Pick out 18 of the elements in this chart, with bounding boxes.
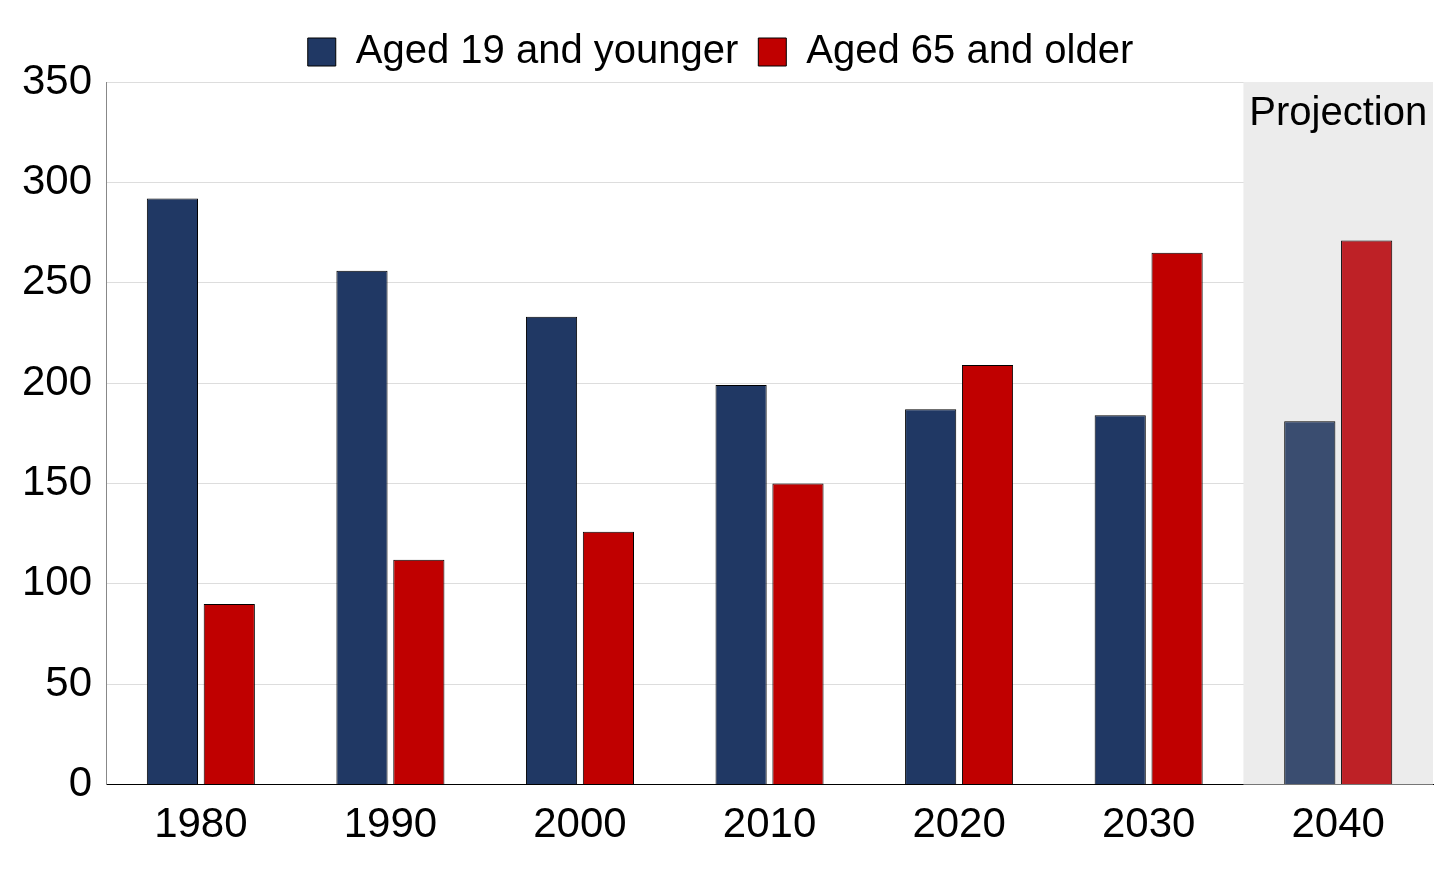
x-tick-label: 1980 <box>154 799 248 847</box>
legend-label: Aged 19 and younger <box>355 27 739 72</box>
y-tick-label: 50 <box>45 657 93 705</box>
x-tick-label: 2010 <box>722 799 817 847</box>
band-label: Projection <box>1249 89 1428 134</box>
x-tick-label: 1990 <box>343 799 438 847</box>
x-tick-label: 2030 <box>1101 799 1196 847</box>
y-tick-label: 0 <box>68 758 93 806</box>
y-tick-label: 350 <box>22 55 93 103</box>
y-tick-label: 200 <box>22 356 93 404</box>
y-tick-label: 150 <box>22 457 93 505</box>
y-tick-label: 300 <box>22 155 93 203</box>
y-tick-label: 250 <box>22 256 93 304</box>
x-tick-label: 2040 <box>1291 799 1385 847</box>
legend-label: Aged 65 and older <box>806 27 1134 72</box>
x-tick-label: 2000 <box>533 799 627 847</box>
y-tick-label: 100 <box>22 557 93 605</box>
x-tick-label: 2020 <box>912 799 1006 847</box>
